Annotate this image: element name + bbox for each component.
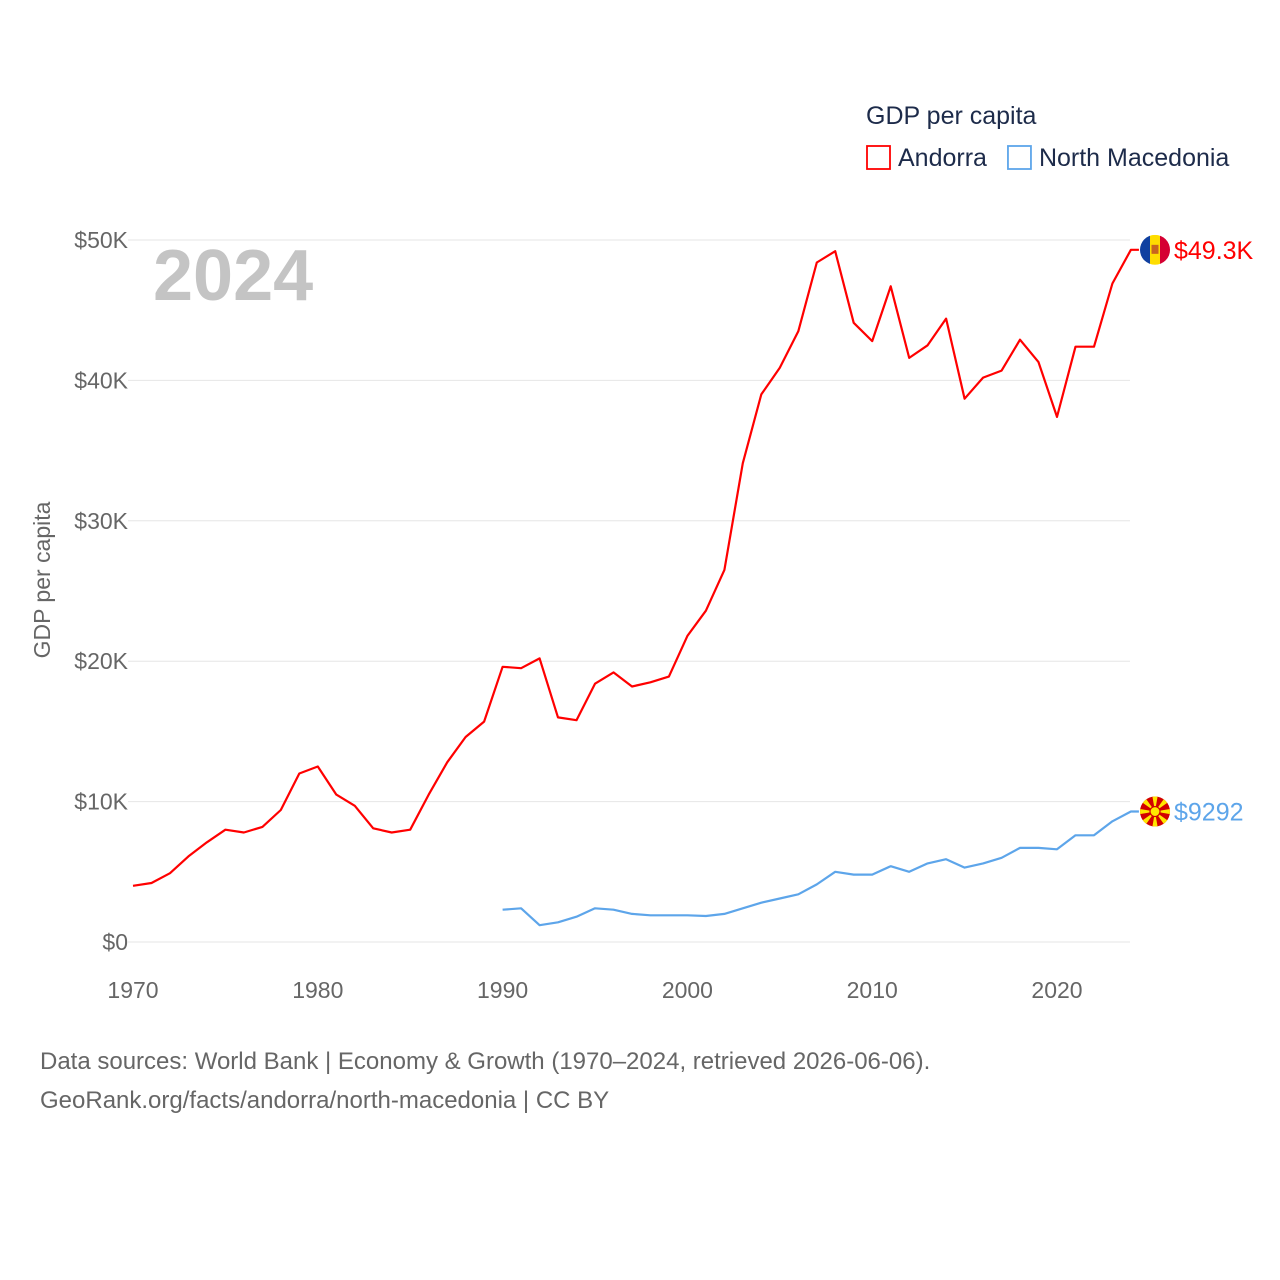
legend-item-andorra[interactable]: Andorra xyxy=(866,144,987,172)
x-tick-label: 2020 xyxy=(1031,977,1082,1003)
x-tick-label: 1970 xyxy=(107,977,158,1003)
y-tick-label: $50K xyxy=(74,227,128,253)
y-tick-label: $0 xyxy=(102,929,128,955)
north-macedonia-flag-icon xyxy=(1140,796,1170,827)
x-tick-label: 1990 xyxy=(477,977,528,1003)
legend-label: Andorra xyxy=(898,144,987,172)
legend-swatch xyxy=(866,145,891,170)
legend-label: North Macedonia xyxy=(1039,144,1229,172)
end-value-label: $9292 xyxy=(1174,799,1244,827)
andorra-flag-icon xyxy=(1140,234,1170,265)
year-watermark: 2024 xyxy=(153,236,313,316)
legend-item-north-macedonia[interactable]: North Macedonia xyxy=(1007,144,1229,172)
x-tick-label: 1980 xyxy=(292,977,343,1003)
x-tick-label: 2010 xyxy=(847,977,898,1003)
y-tick-label: $10K xyxy=(74,789,128,815)
legend-swatch xyxy=(1007,145,1032,170)
x-tick-label: 2000 xyxy=(662,977,713,1003)
y-tick-label: $30K xyxy=(74,508,128,534)
y-tick-label: $20K xyxy=(74,648,128,674)
series-line-north-macedonia xyxy=(502,810,1139,927)
series-line-andorra xyxy=(132,248,1139,887)
legend-title: GDP per capita xyxy=(866,102,1037,130)
end-value-label: $49.3K xyxy=(1174,237,1254,265)
footer-link[interactable]: GeoRank.org/facts/andorra/north-macedoni… xyxy=(40,1087,609,1114)
y-tick-label: $40K xyxy=(74,367,128,393)
legend: GDP per capita Andorra North Macedonia xyxy=(866,102,1229,172)
y-axis-label: GDP per capita xyxy=(29,501,55,658)
footer-source: Data sources: World Bank | Economy & Gro… xyxy=(40,1048,930,1075)
